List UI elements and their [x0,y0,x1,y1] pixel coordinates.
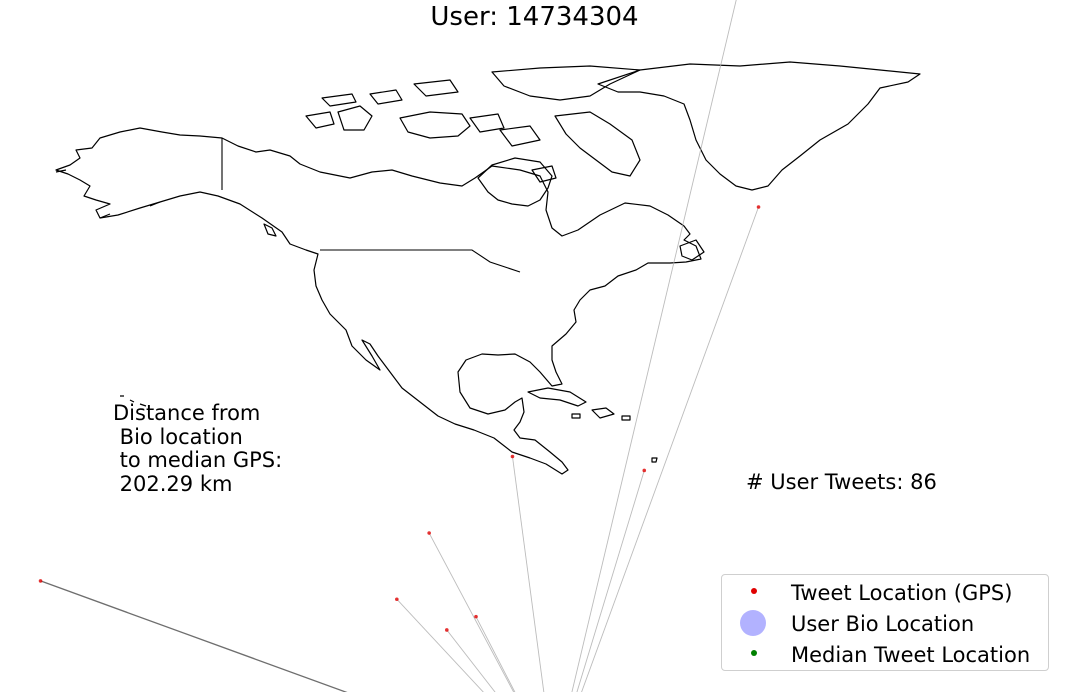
baffin-island-coastline [554,111,641,177]
greenland-coastline [597,61,921,191]
us-canada-border [320,249,521,273]
tweet-location-point [395,597,399,602]
connector-line [40,580,348,692]
map-title: User: 14734304 [430,2,639,32]
tweet-location-point [38,579,43,583]
bio-location-marker-icon [740,610,766,636]
coastlines [55,61,921,475]
country-borders [221,138,521,273]
legend-label: Median Tweet Location [791,643,1031,667]
arctic-island-1 [305,111,335,129]
hudson-bay-coastline [477,157,553,207]
arctic-island-2 [321,93,357,107]
connector-line [576,470,645,692]
legend: Tweet Location (GPS) User Bio Location M… [721,574,1049,671]
southampton-island [531,165,557,183]
connector-line [446,629,496,692]
aleutian-islands [55,169,161,219]
puerto-rico-coastline [621,415,631,421]
banks-island-coastline [337,105,373,131]
connector-line [581,206,759,692]
connector-line [571,0,737,692]
tweet-location-marker-icon [751,588,757,594]
connector-line [428,532,515,692]
distance-annotation: Distance from Bio location to median GPS… [113,401,283,496]
ellesmere-island-coastline [491,65,641,101]
small-island [651,457,658,463]
tweet-location-point [642,468,647,473]
connector-line [512,456,545,692]
arctic-island-3 [369,89,403,105]
tweet-location-point [445,628,449,632]
connector-lines [40,0,759,692]
legend-item-bio-location: User Bio Location [722,609,1048,639]
jamaica-coastline [571,413,581,419]
tweet-count-annotation: # User Tweets: 86 [746,470,937,494]
cuba-coastline [527,387,587,407]
north-america-coastline [55,127,702,475]
legend-item-tweet-location: Tweet Location (GPS) [722,578,1048,608]
hawaii-islands [120,395,147,407]
arctic-island-5 [469,113,505,133]
legend-label: User Bio Location [791,612,975,636]
tweet-location-point [510,454,515,459]
median-location-marker-icon [751,650,757,656]
connector-line [396,598,484,692]
legend-item-median-location: Median Tweet Location [722,640,1048,670]
arctic-island-6 [499,125,541,147]
tweet-location-point [427,531,431,535]
legend-label: Tweet Location (GPS) [791,581,1013,605]
tweet-location-point [756,205,761,209]
hispaniola-coastline [591,407,615,419]
arctic-island-4 [413,79,459,97]
tweet-points [38,205,761,632]
victoria-island-coastline [399,111,471,139]
vancouver-island [263,223,277,237]
tweet-location-point [474,614,478,619]
newfoundland-coastline [679,239,705,261]
connector-line [475,616,516,692]
